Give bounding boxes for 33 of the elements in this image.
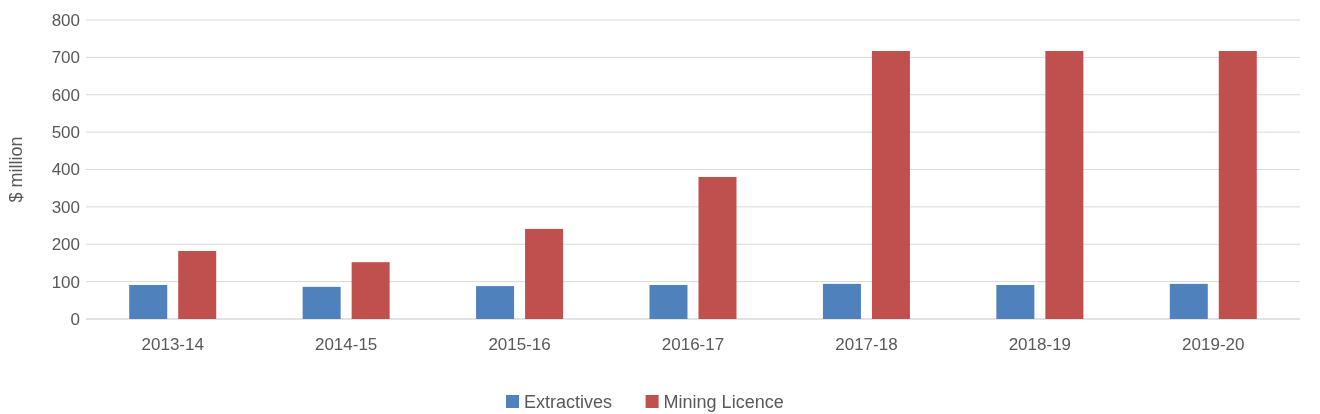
- x-tick-label: 2013-14: [141, 335, 204, 354]
- legend-label: Extractives: [524, 392, 613, 413]
- y-tick-label: 800: [51, 10, 80, 30]
- x-tick-label: 2019-20: [1182, 335, 1245, 354]
- x-tick-label: 2015-16: [488, 335, 551, 354]
- y-tick-label: 600: [51, 85, 80, 105]
- bar: [822, 283, 861, 319]
- x-tick-label: 2018-19: [1008, 335, 1072, 354]
- bar: [1218, 51, 1257, 319]
- bar: [178, 250, 217, 319]
- bar: [302, 286, 341, 319]
- bar: [649, 284, 688, 319]
- y-tick-label: 100: [51, 272, 80, 292]
- bar: [351, 262, 390, 319]
- y-tick-label: 500: [51, 123, 80, 143]
- bar: [476, 286, 515, 319]
- legend-label: Mining Licence: [663, 392, 784, 413]
- bar: [698, 176, 737, 319]
- x-tick-label: 2017-18: [835, 335, 898, 354]
- y-tick-label: 200: [51, 235, 80, 255]
- y-tick-label: 300: [51, 197, 80, 217]
- bar: [996, 284, 1035, 319]
- y-tick-label: 0: [70, 309, 80, 329]
- y-tick-label: 700: [51, 48, 80, 68]
- bar: [1169, 283, 1208, 319]
- x-tick-label: 2016-17: [661, 335, 725, 354]
- bar: [871, 51, 910, 319]
- bar: [525, 228, 564, 319]
- y-axis-title: $ million: [6, 136, 26, 203]
- bar: [129, 284, 168, 319]
- x-tick-label: 2014-15: [314, 335, 378, 354]
- y-tick-label: 400: [51, 160, 80, 180]
- bar: [1045, 51, 1084, 319]
